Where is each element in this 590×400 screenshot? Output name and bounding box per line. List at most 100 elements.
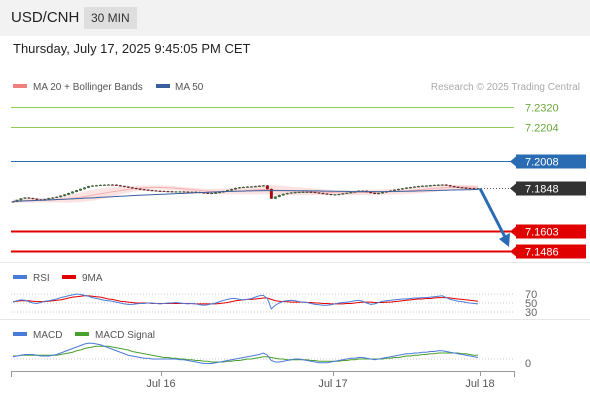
ma50-legend-label: MA 50 (175, 82, 204, 93)
candle-body (253, 186, 257, 188)
candle-body (333, 194, 337, 196)
candle (162, 190, 166, 193)
candle (321, 192, 325, 195)
bollinger-bands (13, 184, 479, 203)
candle (55, 196, 59, 199)
candle (118, 184, 122, 187)
candle (79, 188, 83, 191)
candle (416, 185, 420, 188)
candle (337, 193, 341, 196)
candle-body (11, 201, 15, 203)
candle-body (27, 197, 31, 199)
level-label-7.1486: 7.1486 (525, 247, 559, 259)
macd-legend-label: MACD (33, 330, 62, 341)
candle (293, 191, 297, 194)
forecast-arrow (478, 187, 510, 247)
candle (297, 191, 301, 194)
candle (150, 189, 154, 192)
candle (305, 191, 309, 193)
candle-body (432, 184, 436, 186)
copyright-credit: Research © 2025 Trading Central (431, 82, 580, 93)
candle-body (440, 184, 444, 186)
candle (95, 184, 98, 187)
candle (440, 184, 444, 186)
macd-signal-line (13, 345, 478, 363)
candle-body (59, 195, 63, 198)
candle (401, 187, 404, 190)
candle (448, 184, 452, 187)
candle-body (210, 193, 214, 195)
rsi-line (12, 293, 479, 310)
candle-body (345, 192, 349, 194)
candle (289, 192, 293, 194)
candle-body (452, 186, 456, 188)
candle (138, 188, 142, 190)
candle-body (246, 186, 249, 188)
candle-body (110, 184, 114, 186)
candle-body (186, 191, 190, 193)
interval-button[interactable]: 30 MIN (84, 7, 137, 29)
candle (242, 186, 245, 189)
candle-body (277, 195, 281, 197)
candle-body (472, 188, 476, 190)
candle-body (377, 193, 381, 195)
candle-body (269, 188, 273, 199)
candle (126, 186, 130, 188)
candle (31, 197, 35, 200)
candle-body (230, 189, 234, 191)
candle (27, 197, 31, 199)
candle-body (412, 186, 416, 188)
bollinger-legend-label: MA 20 + Bollinger Bands (33, 82, 143, 93)
candle (424, 185, 428, 187)
candle-body (420, 185, 424, 187)
candle-body (91, 185, 94, 187)
candle (234, 187, 238, 190)
candle-body (126, 186, 130, 188)
candle-body (174, 191, 178, 193)
candle-body (381, 192, 385, 194)
candle-body (321, 193, 325, 195)
x-axis-tick-label: Jul 16 (146, 378, 175, 390)
candle (67, 192, 71, 196)
candle (468, 187, 472, 190)
candle-body (55, 196, 59, 198)
candle-body (182, 191, 186, 193)
chart-header: USD/CNH 30 MIN (0, 0, 590, 36)
rsi-tick-label: 30 (525, 307, 537, 319)
candle (257, 185, 261, 187)
candle (182, 191, 186, 193)
candle-body (150, 190, 154, 192)
candle (333, 194, 337, 196)
level-labels: 7.2320 7.2204 7.2008 7.1848 7.1603 7.1486 (510, 103, 586, 259)
candle (428, 184, 432, 187)
support-level-tag (516, 224, 586, 239)
candle (464, 187, 468, 189)
candle-body (114, 184, 118, 186)
candle-body (158, 190, 162, 192)
main-legend: MA 20 + Bollinger Bands MA 50 Research ©… (13, 82, 580, 93)
candle-body (273, 196, 277, 199)
rsi-legend: RSI 9MA (13, 273, 103, 284)
candle-body (166, 191, 170, 193)
candle (452, 185, 456, 188)
candle (281, 193, 285, 196)
candle (154, 190, 158, 192)
candle (110, 184, 114, 186)
candle-body (75, 190, 79, 192)
candle (63, 194, 67, 197)
candle-body (401, 188, 404, 190)
candle-body (154, 190, 158, 192)
candle (265, 185, 269, 190)
candle (230, 188, 234, 191)
candle-body (138, 188, 142, 190)
candle (91, 185, 94, 187)
candle (397, 188, 400, 191)
rsi-ma-legend-label: 9MA (82, 273, 103, 284)
candle (23, 197, 27, 200)
candle (106, 184, 110, 186)
candle-body (19, 198, 23, 201)
current-price-tag (516, 181, 586, 196)
macd-panel: 0 (11, 342, 531, 370)
chart-datetime: Thursday, July 17, 2025 9:45:05 PM CET (13, 41, 251, 56)
candle-body (206, 192, 210, 194)
